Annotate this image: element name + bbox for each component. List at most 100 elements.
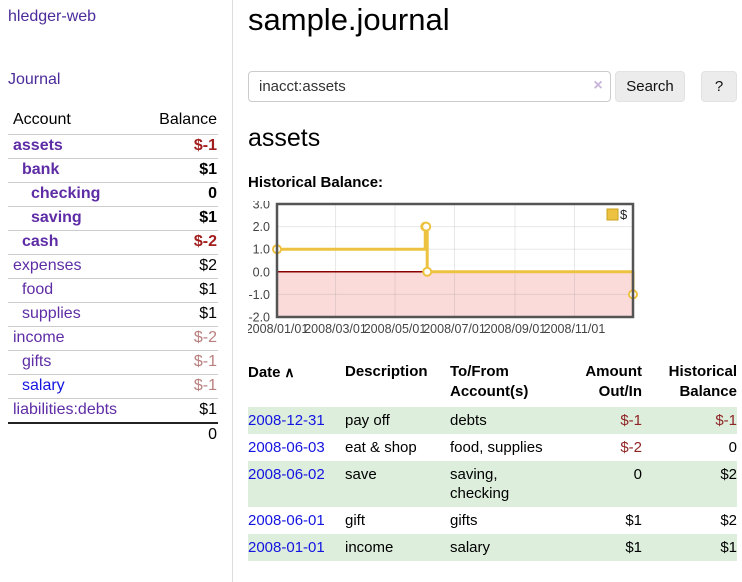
account-link-gifts[interactable]: gifts: [22, 353, 52, 370]
transaction-accounts: salary: [450, 534, 582, 561]
transaction-description: gift: [345, 512, 366, 529]
account-balance: $1: [140, 278, 218, 303]
register-header-row: Date ∧ Description To/From Account(s) Amoun…: [248, 362, 737, 407]
register-col-header: Historical Balance: [668, 363, 737, 400]
account-balance: 0: [140, 182, 218, 207]
search-form: × Search ?: [248, 71, 742, 103]
transaction-accounts: food, supplies: [450, 439, 543, 456]
account-balance: $-1: [140, 134, 218, 159]
transaction-amount: $1: [625, 512, 642, 529]
svg-text:1.0: 1.0: [253, 243, 270, 257]
account-link-income[interactable]: income: [13, 329, 65, 346]
account-link-cash[interactable]: cash: [22, 233, 59, 250]
svg-text:3.0: 3.0: [253, 201, 270, 212]
transaction-description: eat & shop: [345, 439, 417, 456]
account-row: cash $-2: [8, 230, 218, 255]
sidebar-item-journal[interactable]: Journal: [8, 71, 61, 88]
app-brand[interactable]: hledger-web: [8, 8, 97, 25]
accounts-header-balance: Balance: [159, 111, 217, 128]
svg-text:2008/09/01: 2008/09/01: [484, 322, 547, 336]
transaction-date-link[interactable]: 2008-01-01: [248, 539, 325, 556]
register-table: Date ∧ Description To/From Account(s) Amoun…: [248, 362, 737, 561]
account-row: checking 0: [8, 182, 218, 207]
account-balance: $1: [140, 398, 218, 423]
register-col-header: To/From Account(s): [450, 363, 529, 400]
clear-search-icon[interactable]: ×: [593, 77, 603, 94]
accounts-header-account: Account: [13, 111, 71, 128]
sidebar-divider: [232, 0, 233, 582]
account-row: liabilities:debts $1: [8, 398, 218, 423]
account-row: salary $-1: [8, 374, 218, 399]
transaction-description: save: [345, 461, 450, 507]
account-balance: $-1: [140, 350, 218, 375]
svg-text:2.0: 2.0: [253, 220, 270, 234]
register-col-header[interactable]: Date ∧: [248, 364, 295, 381]
balance-chart[interactable]: $3.0 2.0 1.0 0.0 -1.0 -2.0 2008/01/01 2008/03/0…: [246, 198, 742, 343]
accounts-total-value: 0: [140, 422, 218, 447]
transaction-amount: $1: [582, 534, 642, 561]
account-balance: $-2: [140, 326, 218, 351]
register-col-header: Description: [345, 363, 428, 380]
account-balance: $-2: [140, 230, 218, 255]
account-balance: $-1: [140, 374, 218, 399]
transaction-balance: 0: [728, 439, 737, 456]
legend-label: $: [620, 207, 628, 222]
account-link-supplies[interactable]: supplies: [22, 305, 81, 322]
transaction-description: income: [345, 534, 450, 561]
accounts-total-row: 0: [8, 422, 218, 447]
account-link-bank[interactable]: bank: [22, 161, 60, 178]
account-row: gifts $-1: [8, 350, 218, 375]
account-link-salary[interactable]: salary: [22, 377, 65, 394]
account-balance: $2: [140, 254, 218, 279]
account-row: food $1: [8, 278, 218, 303]
register-col-header: Amount Out/In: [585, 363, 642, 400]
page-title: sample.journal: [248, 2, 450, 37]
transaction-date-link[interactable]: 2008-12-31: [248, 412, 325, 429]
transaction-balance: $-1: [642, 407, 737, 434]
transaction-accounts: debts: [450, 407, 582, 434]
transaction-balance: $1: [642, 534, 737, 561]
transaction-date-link[interactable]: 2008-06-02: [248, 466, 325, 483]
sidebar: hledger-web Journal Account Balance asse…: [0, 0, 232, 582]
account-row: supplies $1: [8, 302, 218, 327]
account-balance: $1: [140, 302, 218, 327]
table-row: 2008-06-03 eat & shop food, supplies $-2 0: [248, 434, 737, 461]
search-input[interactable]: [248, 71, 611, 102]
transaction-amount: $-1: [582, 407, 642, 434]
transaction-accounts: gifts: [450, 512, 478, 529]
account-balance: $1: [140, 158, 218, 183]
account-link-expenses[interactable]: expenses: [13, 257, 82, 274]
svg-text:-1.0: -1.0: [248, 288, 270, 302]
chart-svg: $3.0 2.0 1.0 0.0 -1.0 -2.02008/01/012008/03/0…: [246, 198, 638, 336]
transaction-amount: $-2: [620, 439, 642, 456]
main-content: sample.journal × Search ? assets Histori…: [246, 0, 742, 582]
account-balance: $1: [140, 206, 218, 231]
account-row: bank $1: [8, 158, 218, 183]
account-link-food[interactable]: food: [22, 281, 54, 298]
accounts-header-row: Account Balance: [8, 109, 218, 135]
transaction-amount: 0: [582, 461, 642, 507]
account-link-checking[interactable]: checking: [31, 185, 101, 202]
svg-text:2008/05/01: 2008/05/01: [364, 322, 427, 336]
chart-title: Historical Balance:: [248, 174, 384, 191]
account-row: income $-2: [8, 326, 218, 351]
table-row: 2008-06-01 gift gifts $1 $2: [248, 507, 737, 534]
account-link-liabilities-debts[interactable]: liabilities:debts: [13, 401, 118, 418]
account-link-assets[interactable]: assets: [13, 137, 63, 154]
sort-ascending-icon[interactable]: ∧: [280, 364, 295, 380]
account-row: assets $-1: [8, 134, 218, 159]
table-row: 2008-12-31 pay off debts $-1 $-1: [248, 407, 737, 434]
transaction-accounts: saving, checking: [450, 461, 582, 507]
svg-text:-2.0: -2.0: [248, 311, 270, 325]
account-row: expenses $2: [8, 254, 218, 279]
svg-text:2008/11/01: 2008/11/01: [544, 322, 606, 336]
search-button[interactable]: Search: [615, 71, 685, 102]
svg-text:0.0: 0.0: [253, 265, 270, 279]
transaction-date-link[interactable]: 2008-06-03: [248, 439, 325, 456]
account-link-saving[interactable]: saving: [31, 209, 82, 226]
table-row: 2008-06-02 save saving, checking 0 $2: [248, 461, 737, 507]
transaction-date-link[interactable]: 2008-06-01: [248, 512, 325, 529]
help-button[interactable]: ?: [701, 71, 737, 102]
svg-text:2008/07/01: 2008/07/01: [423, 322, 486, 336]
